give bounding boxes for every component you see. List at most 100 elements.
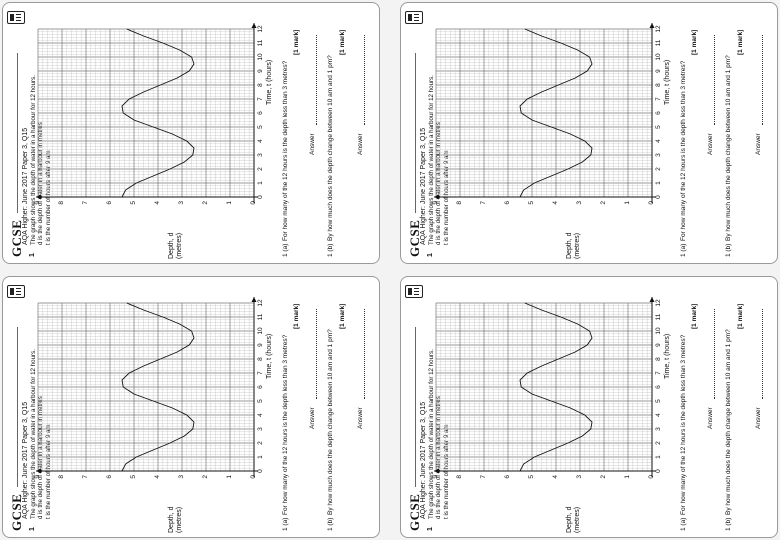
x-axis-label: Time, t (hours): [664, 59, 671, 105]
worksheet-card-bottom-left: GCSE 1 AQA Higher: June 2017 Paper 3, Q1…: [2, 276, 380, 538]
part-a-answer-label: Answer: [707, 133, 714, 155]
part-b-question: By how much does the depth change betwee…: [327, 329, 334, 515]
x-tick-label: 12: [655, 25, 662, 33]
x-tick-label: 5: [655, 125, 662, 129]
y-tick-label: 3: [576, 475, 583, 479]
part-a-answer-label: Answer: [707, 407, 714, 429]
part-a-answer-line[interactable]: [714, 309, 715, 399]
x-tick-label: 5: [655, 399, 662, 403]
x-tick-label: 12: [257, 299, 264, 307]
y-tick-label: 0: [250, 201, 257, 205]
x-tick-label: 3: [257, 153, 264, 157]
x-tick-label: 2: [257, 441, 264, 445]
x-tick-label: 2: [655, 167, 662, 171]
x-axis-arrow-icon: [649, 297, 655, 302]
part-b-label: 1 (b): [725, 517, 732, 531]
part-b-label: 1 (b): [725, 243, 732, 257]
header-rule: [415, 53, 416, 213]
part-b-answer-line[interactable]: [364, 35, 365, 125]
y-tick-label: 1: [226, 201, 233, 205]
y-tick-label: 0: [648, 475, 655, 479]
x-tick-label: 6: [257, 385, 264, 389]
x-axis-arrow-icon: [251, 297, 257, 302]
question-source: AQA Higher: June 2017 Paper 3, Q15: [420, 401, 427, 519]
depth-time-graph: [434, 23, 656, 203]
y-tick-label: 5: [528, 201, 535, 205]
y-tick-label: 3: [178, 201, 185, 205]
x-tick-label: 3: [655, 153, 662, 157]
x-tick-label: 6: [257, 111, 264, 115]
y-tick-label: 2: [600, 201, 607, 205]
x-tick-label: 1: [655, 181, 662, 185]
y-tick-label: 1: [624, 475, 631, 479]
depth-time-graph: [36, 297, 258, 477]
y-axis-arrow-icon: [434, 468, 439, 474]
y-tick-label: 7: [82, 475, 89, 479]
x-tick-label: 10: [655, 53, 662, 61]
y-tick-label: 3: [576, 201, 583, 205]
y-tick-label: 5: [528, 475, 535, 479]
y-axis-label: Depth, d (metres): [566, 493, 582, 533]
y-tick-label: 8: [456, 475, 463, 479]
part-a-label: 1 (a): [282, 243, 289, 257]
worksheet-page: GCSE 1 AQA Higher: June 2017 Paper 3, Q1…: [401, 277, 777, 537]
y-tick-label: 8: [456, 201, 463, 205]
part-a-label: 1 (a): [282, 517, 289, 531]
y-tick-label: 2: [202, 201, 209, 205]
header-rule: [17, 53, 18, 213]
x-tick-label: 8: [257, 357, 264, 361]
y-tick-label: 1: [624, 201, 631, 205]
x-tick-label: 7: [257, 371, 264, 375]
part-b-answer-line[interactable]: [762, 35, 763, 125]
y-tick-label: 9: [34, 201, 41, 205]
part-a-answer-line[interactable]: [316, 309, 317, 399]
y-tick-label: 4: [552, 475, 559, 479]
part-b-question: By how much does the depth change betwee…: [725, 55, 732, 241]
y-tick-label: 6: [106, 475, 113, 479]
y-tick-label: 6: [504, 475, 511, 479]
x-axis-label: Time, t (hours): [664, 333, 671, 379]
x-tick-label: 8: [655, 83, 662, 87]
y-tick-label: 1: [226, 475, 233, 479]
depth-curve: [121, 302, 195, 472]
y-axis-label: Depth, d (metres): [168, 219, 184, 259]
x-tick-label: 8: [257, 83, 264, 87]
part-b-answer-label: Answer: [755, 407, 762, 429]
part-a-answer-line[interactable]: [316, 35, 317, 125]
part-a-answer-line[interactable]: [714, 35, 715, 125]
header-rule: [415, 327, 416, 487]
calculator-icon: [405, 11, 423, 24]
x-axis-label: Time, t (hours): [266, 333, 273, 379]
x-axis-label: Time, t (hours): [266, 59, 273, 105]
y-tick-label: 4: [154, 201, 161, 205]
y-axis-label: Depth, d (metres): [566, 219, 582, 259]
x-tick-label: 3: [257, 427, 264, 431]
y-tick-label: 9: [432, 201, 439, 205]
x-tick-label: 4: [655, 413, 662, 417]
part-b-answer-line[interactable]: [762, 309, 763, 399]
x-tick-label: 1: [257, 181, 264, 185]
calculator-icon: [7, 285, 25, 298]
y-axis-label-line2: (metres): [574, 232, 581, 259]
part-b-answer-label: Answer: [357, 133, 364, 155]
y-tick-label: 9: [34, 475, 41, 479]
x-tick-label: 9: [257, 69, 264, 73]
worksheet-card-top-left: GCSE 1 AQA Higher: June 2017 Paper 3, Q1…: [2, 2, 380, 264]
x-tick-label: 4: [257, 413, 264, 417]
x-tick-label: 11: [655, 39, 662, 47]
x-tick-label: 1: [257, 455, 264, 459]
part-b-answer-line[interactable]: [364, 309, 365, 399]
y-axis-arrow-icon: [434, 194, 439, 200]
x-tick-label: 1: [655, 455, 662, 459]
y-tick-label: 4: [154, 475, 161, 479]
depth-curve: [519, 302, 593, 472]
part-a-label: 1 (a): [680, 517, 687, 531]
y-tick-label: 8: [58, 475, 65, 479]
x-tick-label: 3: [655, 427, 662, 431]
y-tick-label: 7: [480, 201, 487, 205]
depth-curve: [121, 28, 195, 198]
x-tick-label: 11: [655, 313, 662, 321]
y-axis-label-line1: Depth, d: [566, 506, 573, 533]
x-tick-label: 2: [655, 441, 662, 445]
y-axis-label-line1: Depth, d: [566, 232, 573, 259]
